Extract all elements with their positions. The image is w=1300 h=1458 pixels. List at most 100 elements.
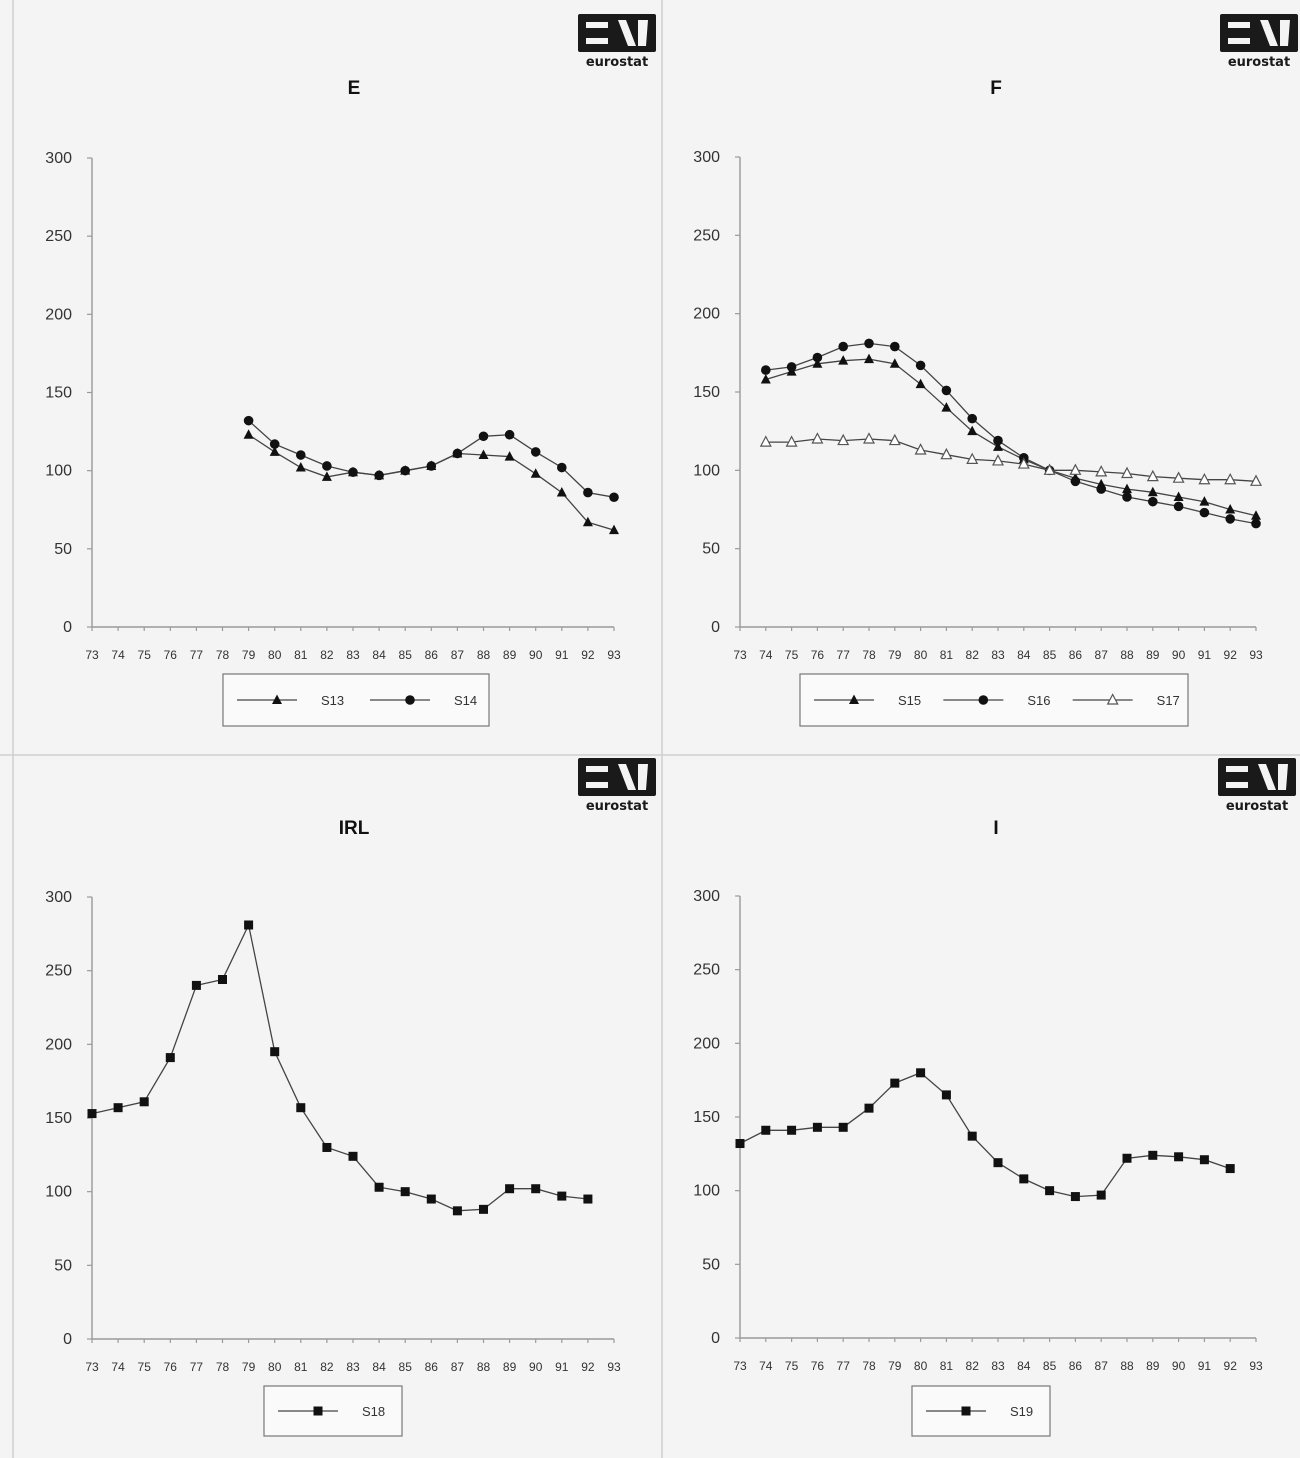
data-point: [530, 468, 541, 478]
data-point: [993, 441, 1003, 451]
x-tick-label: 88: [1120, 648, 1134, 662]
x-tick-label: 79: [888, 648, 902, 662]
data-point: [1043, 463, 1056, 475]
x-tick-label: 76: [164, 648, 178, 662]
series-S18: [87, 920, 593, 1216]
data-point: [504, 451, 515, 461]
eurostat-logo: eurostat: [1218, 758, 1296, 814]
series-line: [765, 358, 1257, 517]
data-point: [530, 447, 541, 457]
x-tick-label: 93: [1249, 648, 1263, 662]
x-tick-label: 93: [607, 1360, 621, 1374]
data-point: [761, 1125, 771, 1135]
x-tick-label: 80: [268, 648, 282, 662]
x-tick-label: 86: [425, 1360, 439, 1374]
data-point: [1250, 474, 1262, 486]
data-point: [1017, 457, 1030, 469]
data-point: [1225, 1164, 1235, 1174]
data-point: [426, 461, 437, 471]
x-tick-label: 86: [1069, 1359, 1083, 1373]
data-point: [812, 358, 823, 368]
chart-title: IRL: [339, 818, 370, 839]
legend-label: S14: [454, 693, 477, 708]
data-point: [914, 443, 927, 455]
data-point: [191, 980, 201, 990]
x-tick-label: 87: [1095, 648, 1109, 662]
data-point: [993, 1158, 1003, 1168]
y-tick-label: 300: [693, 149, 720, 166]
data-point: [557, 1191, 567, 1201]
data-point: [890, 1078, 900, 1088]
x-tick-label: 75: [138, 1360, 152, 1374]
legend-marker: [961, 1406, 971, 1416]
y-tick-label: 250: [693, 227, 720, 244]
data-point: [941, 402, 952, 412]
x-tick-label: 78: [216, 648, 230, 662]
legend-marker: [313, 1406, 323, 1416]
x-tick-label: 77: [190, 1360, 204, 1374]
y-tick-label: 250: [693, 962, 720, 979]
data-point: [478, 431, 489, 442]
chart-title: F: [990, 78, 1002, 99]
x-tick-label: 82: [320, 648, 334, 662]
data-point: [583, 1194, 593, 1204]
data-point: [992, 454, 1004, 466]
data-point: [452, 448, 463, 459]
x-tick-label: 77: [837, 1359, 851, 1373]
x-tick-label: 75: [138, 648, 152, 662]
data-point: [348, 467, 358, 478]
x-tick-label: 88: [477, 1360, 491, 1374]
y-tick-label: 0: [711, 619, 720, 636]
y-tick-label: 250: [45, 963, 72, 980]
eurostat-logo: eurostat: [578, 758, 656, 814]
x-tick-label: 74: [759, 1359, 773, 1373]
data-point: [1147, 486, 1158, 497]
data-point: [531, 1184, 541, 1194]
y-tick-label: 150: [693, 1109, 720, 1126]
data-point: [1095, 465, 1108, 477]
data-point: [1251, 518, 1261, 529]
legend-marker: [272, 694, 282, 704]
data-point: [1174, 1152, 1184, 1162]
logo-mark-slash: [618, 20, 636, 46]
x-tick-label: 87: [451, 1360, 465, 1374]
x-tick-label: 76: [811, 648, 825, 662]
data-point: [1198, 472, 1211, 485]
y-tick-label: 0: [63, 1331, 72, 1348]
x-tick-label: 73: [733, 648, 747, 662]
data-point: [270, 1047, 280, 1057]
chart-1: eurostat F 0 50 100 150 200 250 300 73 74 75 76 77 78 7…: [693, 14, 1298, 727]
y-tick-label: 200: [693, 306, 720, 323]
data-point: [1069, 463, 1082, 475]
data-point: [322, 1142, 332, 1152]
data-point: [888, 433, 901, 446]
x-tick-label: 80: [268, 1360, 282, 1374]
x-tick-label: 80: [914, 648, 928, 662]
x-tick-label: 84: [1017, 1359, 1031, 1373]
chart-3: eurostat I 0 50 100 150 200 250 300 73 74 75 76 77 78 7…: [693, 758, 1296, 1437]
data-point: [1224, 472, 1237, 485]
data-point: [87, 1109, 97, 1119]
logo-mark-bar: [586, 766, 608, 772]
x-tick-label: 76: [811, 1359, 825, 1373]
series-S17: [759, 432, 1262, 486]
x-tick-label: 89: [1146, 648, 1160, 662]
data-point: [837, 433, 850, 446]
data-point: [322, 461, 332, 471]
x-tick-label: 91: [555, 1360, 569, 1374]
data-point: [941, 385, 952, 396]
x-tick-label: 81: [294, 648, 308, 662]
x-tick-label: 85: [1043, 648, 1057, 662]
data-point: [1148, 496, 1158, 507]
x-tick-label: 80: [914, 1359, 928, 1373]
x-tick-label: 83: [991, 648, 1005, 662]
logo-mark-slash: [638, 764, 648, 790]
x-tick-label: 85: [1043, 1359, 1057, 1373]
y-tick-label: 100: [45, 1184, 72, 1201]
data-point: [1096, 1190, 1106, 1200]
x-tick-label: 87: [451, 648, 465, 662]
logo-mark-bar: [586, 22, 608, 28]
data-point: [812, 352, 823, 363]
data-point: [426, 1194, 436, 1204]
